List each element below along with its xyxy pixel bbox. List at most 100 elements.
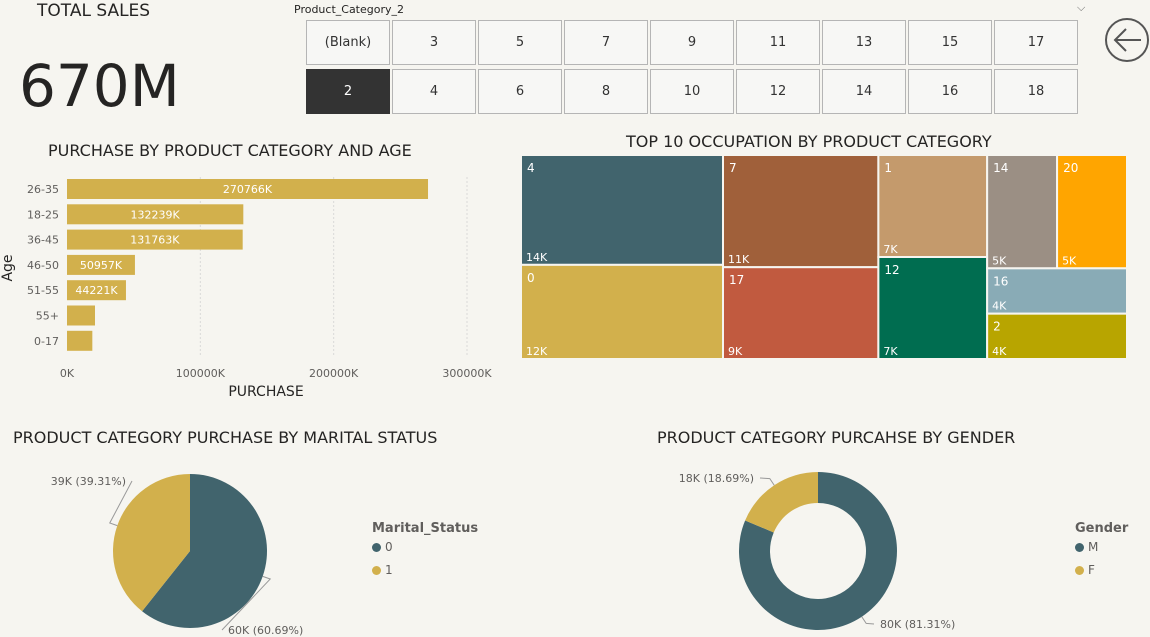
treemap-tile-value: 7K (883, 345, 898, 358)
marital-status-pie: 60K (60.69%) 39K (39.31%) (51, 474, 303, 637)
marital-legend-item[interactable]: 1 (372, 563, 393, 577)
treemap-tile-value: 4K (992, 345, 1007, 358)
donut-chart-title: PRODUCT CATEGORY PURCAHSE BY GENDER (657, 428, 1016, 447)
slicer-option[interactable]: 6 (478, 69, 562, 114)
bar-category-label: 26-35 (27, 183, 59, 196)
slicer-option-selected[interactable]: 2 (306, 69, 390, 114)
back-arrow-icon[interactable] (1104, 17, 1150, 63)
treemap-tile-name: 0 (527, 271, 535, 285)
bar (67, 179, 429, 199)
slicer-option[interactable]: 7 (564, 20, 648, 65)
treemap-tile (520, 154, 724, 266)
treemap-tile (520, 263, 724, 360)
pie-leader-line (109, 480, 133, 527)
gender-legend-item[interactable]: F (1075, 563, 1095, 577)
pie-leader-line (221, 575, 272, 631)
slicer-option[interactable]: 8 (564, 69, 648, 114)
treemap-tile-name: 20 (1063, 161, 1078, 175)
product-category-slicer: (Blank) 3 5 7 9 11 13 15 17 2 4 6 8 10 1… (306, 20, 1078, 116)
slicer-option[interactable]: 13 (822, 20, 906, 65)
slicer-option[interactable]: 5 (478, 20, 562, 65)
gender-legend-item[interactable]: M (1075, 540, 1098, 554)
slicer-option[interactable]: (Blank) (306, 20, 390, 65)
bar (67, 280, 126, 301)
slicer-option[interactable]: 12 (736, 69, 820, 114)
bar-data-label: 270766K (223, 183, 273, 196)
legend-label: 1 (385, 563, 393, 577)
slicer-option[interactable]: 3 (392, 20, 476, 65)
bar-x-tick: 300000K (442, 367, 492, 380)
bar-category-label: 55+ (36, 310, 59, 323)
pie-data-label: 80K (81.31%) (880, 618, 955, 631)
treemap-tile-name: 12 (884, 263, 899, 277)
slicer-option[interactable]: 15 (908, 20, 992, 65)
bar-chart-title: PURCHASE BY PRODUCT CATEGORY AND AGE (48, 141, 412, 160)
pie-leader-line (759, 477, 775, 486)
slicer-option[interactable]: 4 (392, 69, 476, 114)
bar-data-label: 50957K (80, 259, 123, 272)
pie-slice (142, 474, 267, 628)
treemap-tile (722, 266, 880, 360)
total-sales-value: 670M (19, 52, 180, 120)
treemap-tile-value: 4K (992, 300, 1007, 313)
gender-donut: 80K (81.31%) 18K (18.69%) (679, 472, 955, 631)
treemap-tile-name: 16 (993, 274, 1008, 288)
pie-slice (739, 472, 897, 630)
treemap-tile-value: 14K (526, 251, 548, 264)
treemap-tile-value: 7K (883, 243, 898, 256)
treemap-tile-name: 14 (993, 161, 1008, 175)
treemap-tile-name: 7 (729, 161, 737, 175)
slicer-label: Product_Category_2 (294, 3, 405, 16)
treemap-tile (877, 154, 989, 258)
bar-x-axis-label: PURCHASE (228, 384, 303, 400)
treemap-tile (877, 256, 989, 360)
bar-x-tick: 200000K (309, 367, 359, 380)
legend-dot (1075, 565, 1084, 575)
slicer-option[interactable]: 16 (908, 69, 992, 114)
slicer-option[interactable]: 18 (994, 69, 1078, 114)
treemap-title: TOP 10 OCCUPATION BY PRODUCT CATEGORY (626, 132, 992, 151)
treemap-tile-value: 11K (728, 253, 750, 266)
treemap-tile-name: 1 (884, 161, 892, 175)
treemap-tile (986, 267, 1128, 315)
slicer-option[interactable]: 14 (822, 69, 906, 114)
treemap-tile-value: 12K (526, 345, 548, 358)
bar (67, 305, 95, 326)
gender-legend-title: Gender (1075, 521, 1129, 536)
bar-x-tick: 100000K (176, 367, 226, 380)
pie-slice (745, 472, 818, 533)
slicer-option[interactable]: 9 (650, 20, 734, 65)
pie-data-label: 18K (18.69%) (679, 472, 754, 485)
pie-data-label: 39K (39.31%) (51, 475, 126, 488)
treemap-tile-name: 4 (527, 161, 535, 175)
treemap-tile-name: 2 (993, 320, 1001, 334)
bar-category-label: 0-17 (34, 335, 59, 348)
legend-label: F (1088, 563, 1095, 577)
treemap-tile-value: 5K (1062, 254, 1077, 267)
chevron-down-icon[interactable]: ⌵ (1077, 1, 1086, 14)
total-sales-title: TOTAL SALES (37, 1, 151, 21)
bar (67, 229, 243, 250)
slicer-option[interactable]: 17 (994, 20, 1078, 65)
treemap-tile-name: 17 (729, 273, 744, 287)
bar-category-label: 46-50 (27, 259, 59, 272)
bar-category-label: 36-45 (27, 234, 59, 247)
legend-dot (372, 542, 381, 552)
legend-label: M (1088, 540, 1099, 554)
bar-x-tick: 0K (60, 367, 75, 380)
marital-legend-title: Marital_Status (372, 521, 479, 536)
marital-legend-item[interactable]: 0 (372, 540, 393, 554)
bar-y-axis-label: Age (0, 254, 16, 281)
bar (67, 204, 244, 225)
slicer-option[interactable]: 10 (650, 69, 734, 114)
slicer-option[interactable]: 11 (736, 20, 820, 65)
bar-category-label: 51-55 (27, 284, 59, 297)
pie-slice (112, 474, 190, 612)
bar-data-label: 44221K (75, 284, 118, 297)
treemap-tile (986, 312, 1128, 360)
treemap-tile-value: 9K (728, 345, 743, 358)
legend-dot (1075, 542, 1084, 552)
occupation-treemap: 4 14K 0 12K 7 11K 17 9K 1 7K 12 7K 14 5K 20 5K 16 4K 2 4K (520, 154, 1128, 360)
treemap-tile (722, 154, 880, 269)
treemap-tile-value: 5K (992, 254, 1007, 267)
